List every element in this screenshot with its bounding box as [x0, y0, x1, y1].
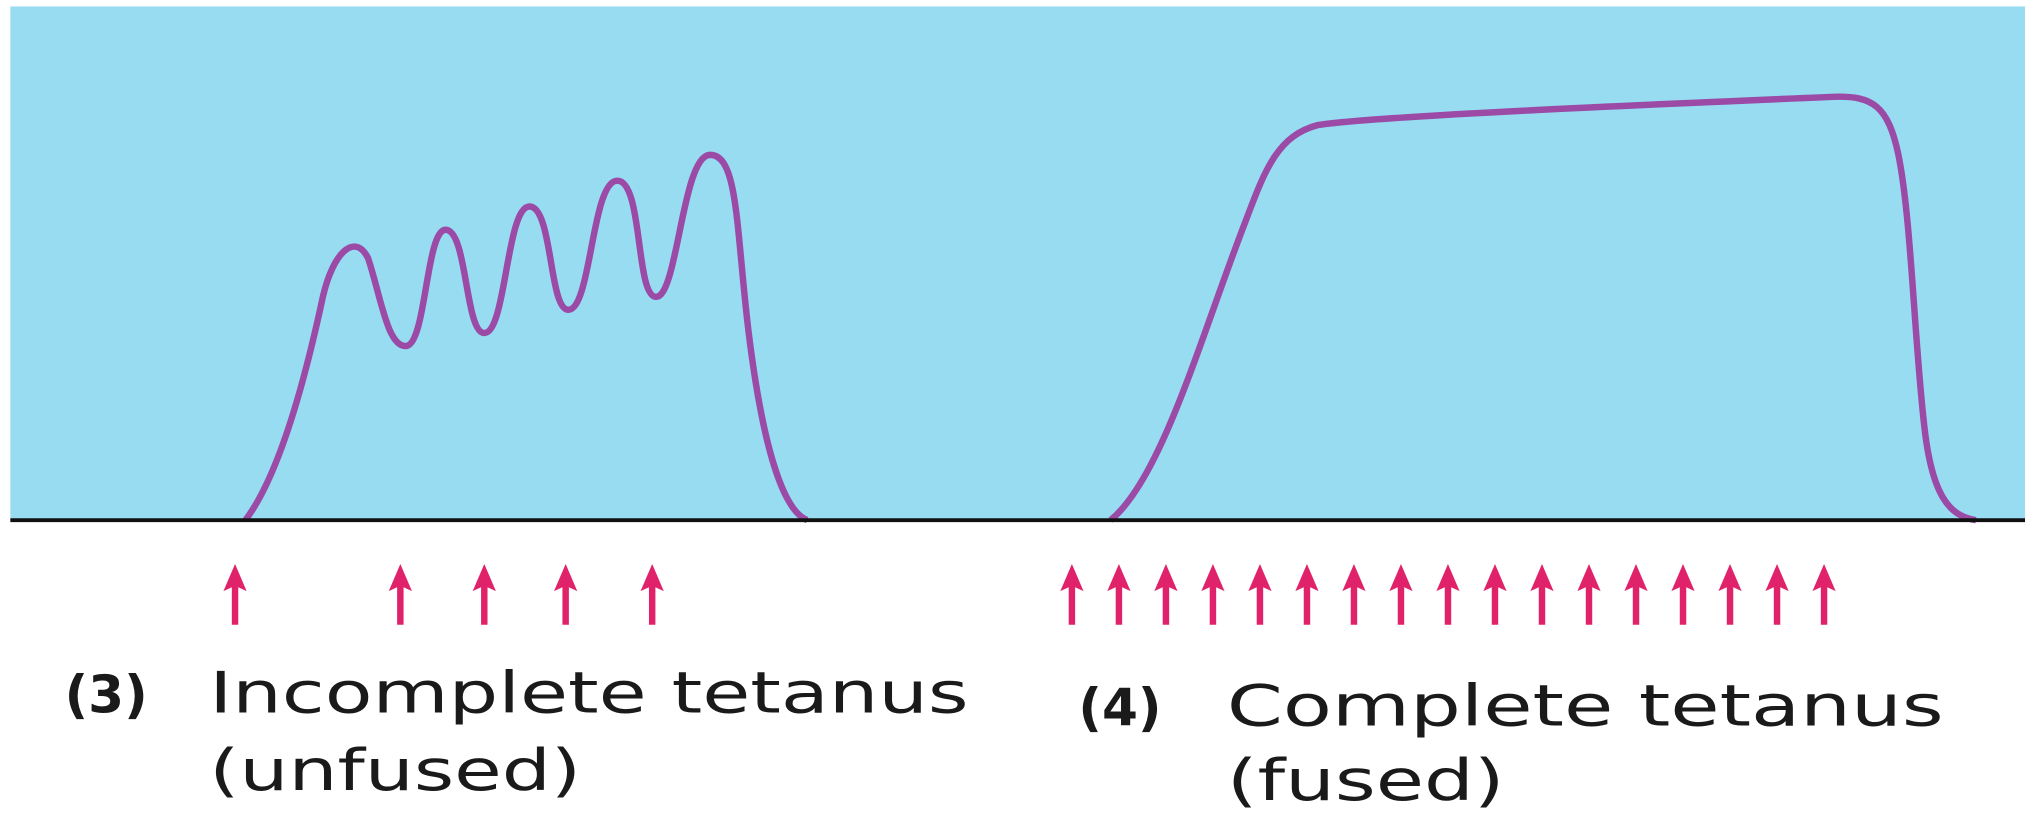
stimulus-arrow — [1436, 564, 1460, 625]
panel-subtitle: (unfused) — [209, 738, 581, 804]
stimulus-arrow — [1812, 564, 1836, 625]
stimulus-arrow — [223, 564, 247, 625]
panel-title: Complete tetanus — [1227, 673, 1944, 739]
stimulus-arrow — [1765, 564, 1789, 625]
panel-title: Incomplete tetanus — [209, 660, 968, 726]
stimulus-arrow — [1342, 564, 1366, 625]
panel-number: (4) — [1078, 678, 1161, 738]
stimulus-arrows — [223, 564, 1836, 625]
stimulus-arrow — [1483, 564, 1507, 625]
stimulus-arrow — [1577, 564, 1601, 625]
panel-number: (3) — [65, 665, 148, 725]
stimulus-arrow — [1107, 564, 1131, 625]
stimulus-arrow — [640, 564, 664, 625]
stimulus-arrow — [472, 564, 496, 625]
fused-trace — [1108, 93, 1977, 524]
stimulus-arrow — [1718, 564, 1742, 625]
recording-panel — [10, 6, 2025, 521]
stimulus-arrow — [1389, 564, 1413, 625]
unfused-trace — [242, 151, 809, 524]
stimulus-arrow — [554, 564, 578, 625]
stimulus-arrow — [388, 564, 412, 625]
stimulus-arrow — [1295, 564, 1319, 625]
stimulus-arrow — [1671, 564, 1695, 625]
stimulus-arrow — [1624, 564, 1648, 625]
stimulus-arrow — [1154, 564, 1178, 625]
stimulus-arrow — [1530, 564, 1554, 625]
stimulus-arrow — [1248, 564, 1272, 625]
panel-subtitle: (fused) — [1227, 748, 1505, 814]
stimulus-arrow — [1060, 564, 1084, 625]
stimulus-arrow — [1201, 564, 1225, 625]
